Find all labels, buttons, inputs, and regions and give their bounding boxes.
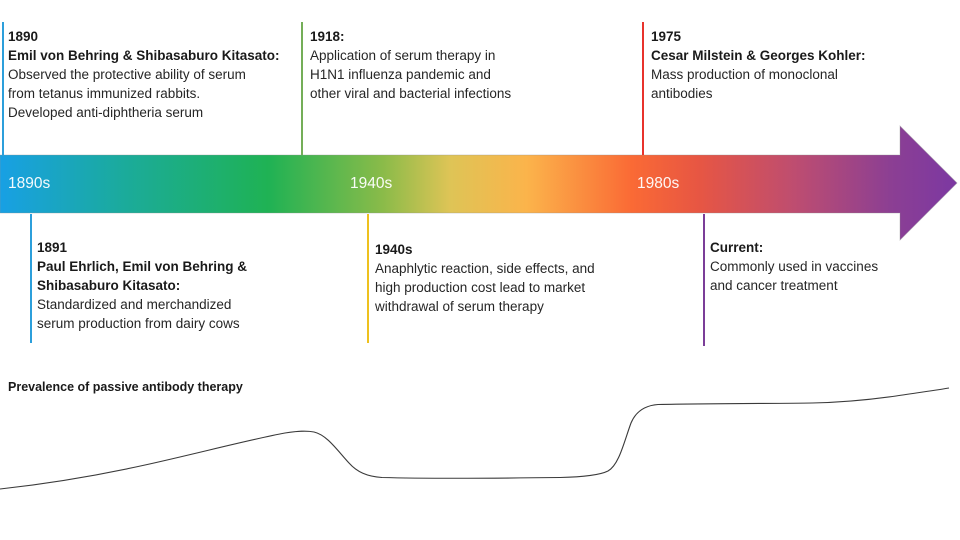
event-1940s: 1940s Anaphlytic reaction, side effects,… — [375, 240, 595, 316]
connector-1890 — [2, 22, 4, 155]
event-year: 1975 — [651, 29, 682, 44]
event-people: Emil von Behring & Shibasaburo Kitasato: — [8, 48, 280, 63]
event-people: Shibasaburo Kitasato: — [37, 278, 181, 293]
event-line: from tetanus immunized rabbits. — [8, 86, 201, 101]
decade-label-1940s: 1940s — [350, 175, 393, 192]
event-line: Anaphlytic reaction, side effects, and — [375, 261, 595, 276]
event-1891: 1891 Paul Ehrlich, Emil von Behring & Sh… — [37, 238, 247, 333]
connector-1918 — [301, 22, 303, 155]
decade-label-1980s: 1980s — [637, 175, 680, 192]
event-people: Paul Ehrlich, Emil von Behring & — [37, 259, 248, 274]
connector-current — [703, 214, 705, 346]
event-year: 1918: — [310, 29, 345, 44]
event-line: and cancer treatment — [710, 278, 838, 293]
event-year: 1890 — [8, 29, 39, 44]
event-line: withdrawal of serum therapy — [375, 299, 544, 314]
prevalence-curve — [0, 387, 950, 490]
connector-1940s — [367, 214, 369, 343]
event-line: H1N1 influenza pandemic and — [310, 67, 491, 82]
event-1918: 1918: Application of serum therapy in H1… — [310, 27, 511, 103]
event-year: 1940s — [375, 242, 413, 257]
event-current: Current: Commonly used in vaccines and c… — [710, 238, 878, 295]
event-people: Cesar Milstein & Georges Kohler: — [651, 48, 866, 63]
connector-1975 — [642, 22, 644, 155]
event-line: serum production from dairy cows — [37, 316, 240, 331]
connector-1891 — [30, 214, 32, 343]
decade-label-1890s: 1890s — [8, 175, 51, 192]
timeline-arrow — [0, 125, 958, 241]
event-line: Observed the protective ability of serum — [8, 67, 246, 82]
event-line: Mass production of monoclonal — [651, 67, 838, 82]
prevalence-label: Prevalence of passive antibody therapy — [8, 380, 243, 394]
event-line: Standardized and merchandized — [37, 297, 232, 312]
event-year: Current: — [710, 240, 764, 255]
event-1890: 1890 Emil von Behring & Shibasaburo Kita… — [8, 27, 280, 122]
event-line: other viral and bacterial infections — [310, 86, 512, 101]
event-line: Commonly used in vaccines — [710, 259, 879, 274]
event-1975: 1975 Cesar Milstein & Georges Kohler: Ma… — [651, 27, 866, 103]
event-line: antibodies — [651, 86, 713, 101]
event-line: Developed anti-diphtheria serum — [8, 105, 204, 120]
event-line: high production cost lead to market — [375, 280, 586, 295]
event-line: Application of serum therapy in — [310, 48, 496, 63]
event-year: 1891 — [37, 240, 68, 255]
